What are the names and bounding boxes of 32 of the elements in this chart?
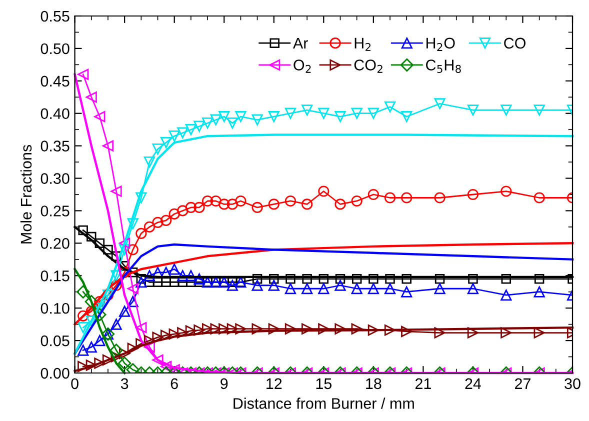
y-tick-label: 0.45 (40, 76, 70, 87)
y-tick-label: 0.05 (40, 335, 70, 346)
x-tick-label: 27 (515, 378, 530, 389)
x-tick-label: 3 (120, 378, 128, 390)
y-tick-label: 0.40 (40, 108, 70, 120)
x-tick-label: 30 (564, 378, 580, 390)
y-tick-label: 0.55 (40, 10, 70, 22)
y-tick-label: 0.50 (40, 43, 70, 54)
y-tick-label: 0.25 (40, 206, 70, 216)
y-tick-label: 0.00 (40, 368, 70, 379)
legend-label: C$_{5}$H$_{8}$ (426, 60, 461, 73)
x-axis-title: Distance from Burner / mm (234, 398, 414, 409)
legend-label: CO$_{2}$ (354, 60, 382, 73)
legend-label: CO (504, 38, 526, 49)
x-tick-label: 6 (170, 378, 178, 390)
legend-label: O$_{2}$ (294, 60, 311, 73)
x-tick-label: 0 (71, 378, 78, 390)
y-tick-label: 0.10 (40, 302, 70, 314)
x-tick-label: 9 (220, 378, 228, 390)
x-tick-label: 21 (415, 378, 431, 389)
legend-label: H$_{2}$ (354, 38, 371, 51)
y-tick-label: 0.35 (40, 140, 70, 152)
x-tick-label: 12 (266, 378, 282, 389)
legend-label: Ar (292, 38, 308, 48)
y-tick-label: 0.30 (40, 173, 70, 184)
y-axis-title: Mole Fractions (20, 144, 32, 244)
legend-label: H$_{2}$O (426, 38, 455, 51)
y-tick-label: 0.15 (40, 270, 70, 282)
y-tick-label: 0.20 (40, 238, 70, 249)
x-tick-label: 24 (465, 378, 482, 389)
x-tick-label: 15 (316, 378, 332, 390)
x-tick-label: 18 (366, 378, 382, 390)
